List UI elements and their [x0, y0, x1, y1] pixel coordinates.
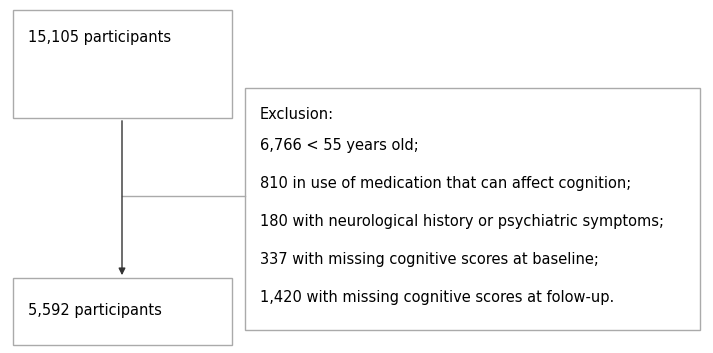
Text: Exclusion:: Exclusion: [260, 107, 334, 122]
Bar [245, 88, 700, 330]
Text: 5,592 participants: 5,592 participants [28, 303, 162, 318]
Text: 6,766 < 55 years old;: 6,766 < 55 years old; [260, 138, 419, 153]
Text: 1,420 with missing cognitive scores at folow-up.: 1,420 with missing cognitive scores at f… [260, 290, 615, 305]
Text: 337 with missing cognitive scores at baseline;: 337 with missing cognitive scores at bas… [260, 252, 599, 267]
Bar [13, 10, 232, 118]
Text: 15,105 participants: 15,105 participants [28, 30, 171, 45]
Bar [13, 278, 232, 345]
Text: 180 with neurological history or psychiatric symptoms;: 180 with neurological history or psychia… [260, 214, 664, 229]
Text: 810 in use of medication that can affect cognition;: 810 in use of medication that can affect… [260, 176, 631, 191]
